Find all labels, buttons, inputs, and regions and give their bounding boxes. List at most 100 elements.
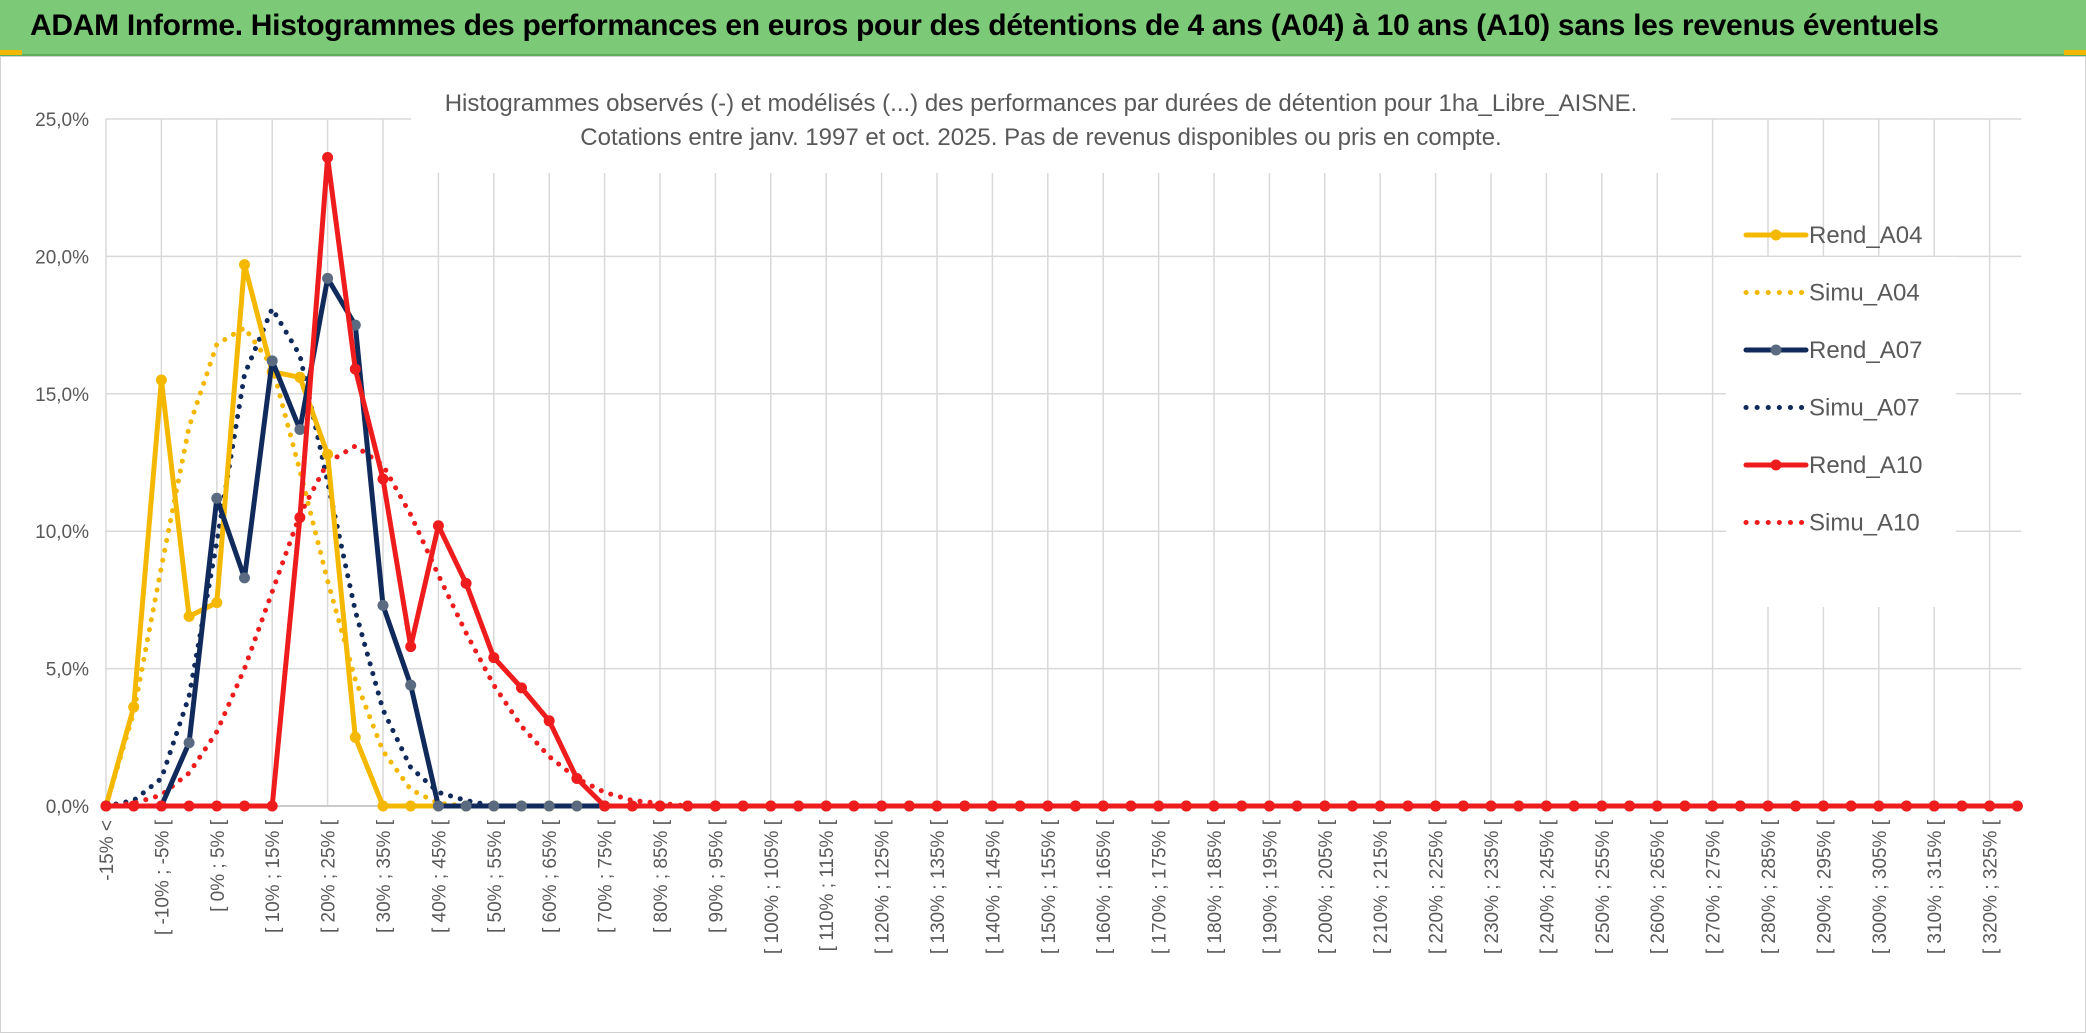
data-point [1901, 800, 1912, 812]
data-point [1430, 800, 1442, 812]
legend-marker [1770, 229, 1782, 241]
data-point [488, 800, 500, 812]
data-point [1679, 800, 1691, 812]
data-point [1180, 800, 1192, 812]
x-tick-label: [ 20% ; 25% [ [319, 819, 340, 933]
x-tick-label: [ 120% ; 125% [ [873, 819, 894, 954]
data-point [1513, 800, 1525, 812]
x-tick-label: [ 310% ; 315% [ [1925, 819, 1946, 954]
legend-label: Rend_A04 [1809, 222, 1922, 249]
data-point [100, 800, 112, 812]
data-point [571, 773, 583, 785]
data-point [239, 259, 250, 271]
data-point [128, 800, 140, 812]
x-tick-label: [ 160% ; 165% [ [1094, 819, 1115, 954]
data-point [1347, 800, 1358, 812]
data-point [405, 641, 417, 653]
x-tick-label: [ 0% ; 5% [ [208, 819, 229, 912]
data-point [211, 800, 223, 812]
y-tick-label: 15,0% [35, 385, 89, 406]
data-point [1457, 800, 1469, 812]
x-tick-label: [ 30% ; 35% [ [374, 819, 395, 933]
data-point [682, 800, 694, 812]
data-point [543, 800, 555, 812]
series-line-simu_a07 [103, 306, 2020, 809]
data-point [1402, 800, 1414, 812]
y-tick-label: 20,0% [35, 247, 89, 268]
x-tick-label: [ 210% ; 215% [ [1371, 819, 1392, 954]
data-point [294, 424, 306, 436]
line-chart: 0,0% 5,0% 10,0% 15,0% 20,0% 25,0% -15% < [ -10… [35, 77, 2023, 954]
data-point [820, 800, 832, 812]
data-point [1928, 800, 1940, 812]
data-point [460, 800, 472, 812]
x-tick-label: [ 40% ; 45% [ [429, 819, 450, 933]
data-point [1042, 800, 1054, 812]
header-bar: ADAM Informe. Histogrammes des performan… [0, 0, 2086, 56]
corner-mark-right [2064, 50, 2086, 55]
corner-mark-left [0, 50, 22, 55]
data-point [1762, 800, 1774, 812]
data-point [349, 319, 361, 331]
data-point [1153, 800, 1165, 812]
legend-label: Rend_A10 [1809, 452, 1922, 479]
data-point [709, 800, 721, 812]
y-axis: 0,0% 5,0% 10,0% 15,0% 20,0% 25,0% [35, 110, 89, 818]
y-tick-label: 0,0% [46, 797, 89, 818]
data-point [1845, 800, 1857, 812]
page-title: ADAM Informe. Histogrammes des performan… [30, 9, 1939, 42]
data-point [571, 800, 583, 812]
x-tick-label: [ 10% ; 15% [ [263, 819, 284, 933]
data-point [765, 800, 777, 812]
data-point [377, 473, 389, 485]
data-point [1568, 800, 1580, 812]
x-tick-label: [ 170% ; 175% [ [1150, 819, 1171, 954]
data-point [599, 800, 611, 812]
x-tick-label: [ 150% ; 155% [ [1039, 819, 1060, 954]
x-tick-label: [ 80% ; 85% [ [651, 819, 672, 933]
data-point [1485, 800, 1497, 812]
data-point [1596, 800, 1608, 812]
x-tick-label: [ 320% ; 325% [ [1981, 819, 2002, 954]
data-point [959, 800, 971, 812]
data-point [294, 511, 306, 523]
data-point [1651, 800, 1663, 812]
x-tick-label: [ 70% ; 75% [ [596, 819, 617, 933]
data-point [377, 800, 389, 812]
x-tick-label: [ 240% ; 245% [ [1537, 819, 1558, 954]
data-point [1374, 800, 1386, 812]
data-point [155, 800, 167, 812]
x-tick-label: [ 200% ; 205% [ [1316, 819, 1337, 954]
series-line-rend_a10 [103, 155, 2020, 809]
data-point [903, 800, 915, 812]
data-point [654, 800, 666, 812]
data-point [1817, 800, 1829, 812]
data-point [1540, 800, 1552, 812]
data-point [322, 151, 334, 163]
data-point [1070, 800, 1081, 812]
data-point [986, 800, 998, 812]
data-point [1291, 800, 1303, 812]
data-point [155, 374, 167, 386]
data-point [2011, 800, 2023, 812]
data-point [516, 682, 527, 694]
data-point [876, 800, 888, 812]
data-point [1319, 800, 1331, 812]
data-point [239, 800, 250, 812]
data-point [626, 800, 638, 812]
data-point [349, 363, 361, 375]
data-point [377, 599, 389, 611]
x-tick-label: [ 110% ; 115% [ [817, 819, 838, 951]
legend-label: Simu_A04 [1809, 280, 1920, 307]
legend-marker [1770, 459, 1782, 471]
data-point [488, 652, 500, 664]
x-tick-label: [ 100% ; 105% [ [762, 819, 783, 954]
y-tick-label: 10,0% [35, 522, 89, 543]
y-tick-label: 25,0% [35, 110, 89, 131]
data-point [931, 800, 943, 812]
data-point [1624, 800, 1635, 812]
data-point [294, 371, 306, 383]
data-point [1984, 800, 1996, 812]
data-point [460, 577, 472, 589]
x-tick-label: [ 50% ; 55% [ [485, 819, 506, 933]
